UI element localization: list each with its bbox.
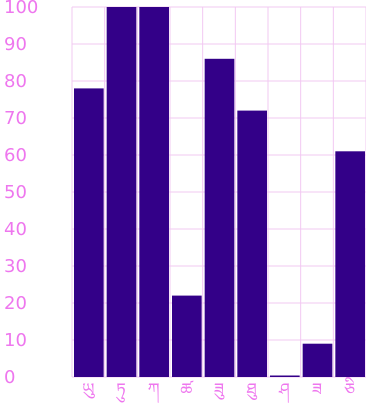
y-axis-ticks: 0 10 20 30 40 50 60 70 80 90 100 <box>4 0 38 388</box>
x-tick-label: ཡུ <box>82 380 95 400</box>
y-tick-label: 100 <box>4 0 38 18</box>
bar <box>302 343 333 377</box>
y-tick-label: 0 <box>4 367 15 388</box>
x-tick-label: ཅི <box>344 377 355 400</box>
y-tick-label: 80 <box>4 71 27 92</box>
y-tick-label: 30 <box>4 256 27 277</box>
y-tick-label: 60 <box>4 145 27 166</box>
x-tick-label: ཏུ <box>115 380 126 403</box>
x-tick-label: ཀ <box>148 380 160 404</box>
x-axis-labels: ཡུ ཏུ ཀ ཚ ཟུ ཐུ ཤ ཟ ཅི <box>82 377 355 404</box>
y-tick-label: 20 <box>4 293 27 314</box>
y-tick-label: 40 <box>4 219 27 240</box>
x-tick-label: ཟུ <box>214 380 225 400</box>
bars <box>74 7 365 378</box>
y-tick-label: 50 <box>4 182 27 203</box>
x-tick-label: ཤ <box>278 380 290 404</box>
bar <box>139 7 169 377</box>
bar <box>106 7 137 377</box>
y-tick-label: 90 <box>4 34 27 55</box>
bar <box>172 295 202 377</box>
y-tick-label: 10 <box>4 330 27 351</box>
bar <box>237 110 267 377</box>
x-tick-label: ཟ <box>312 380 322 400</box>
bar <box>204 58 235 378</box>
bar <box>74 88 104 378</box>
bar <box>335 151 365 377</box>
x-tick-label: ཐུ <box>247 380 258 400</box>
x-tick-label: ཚ <box>180 380 194 400</box>
bar <box>270 375 300 377</box>
y-tick-label: 70 <box>4 108 27 129</box>
